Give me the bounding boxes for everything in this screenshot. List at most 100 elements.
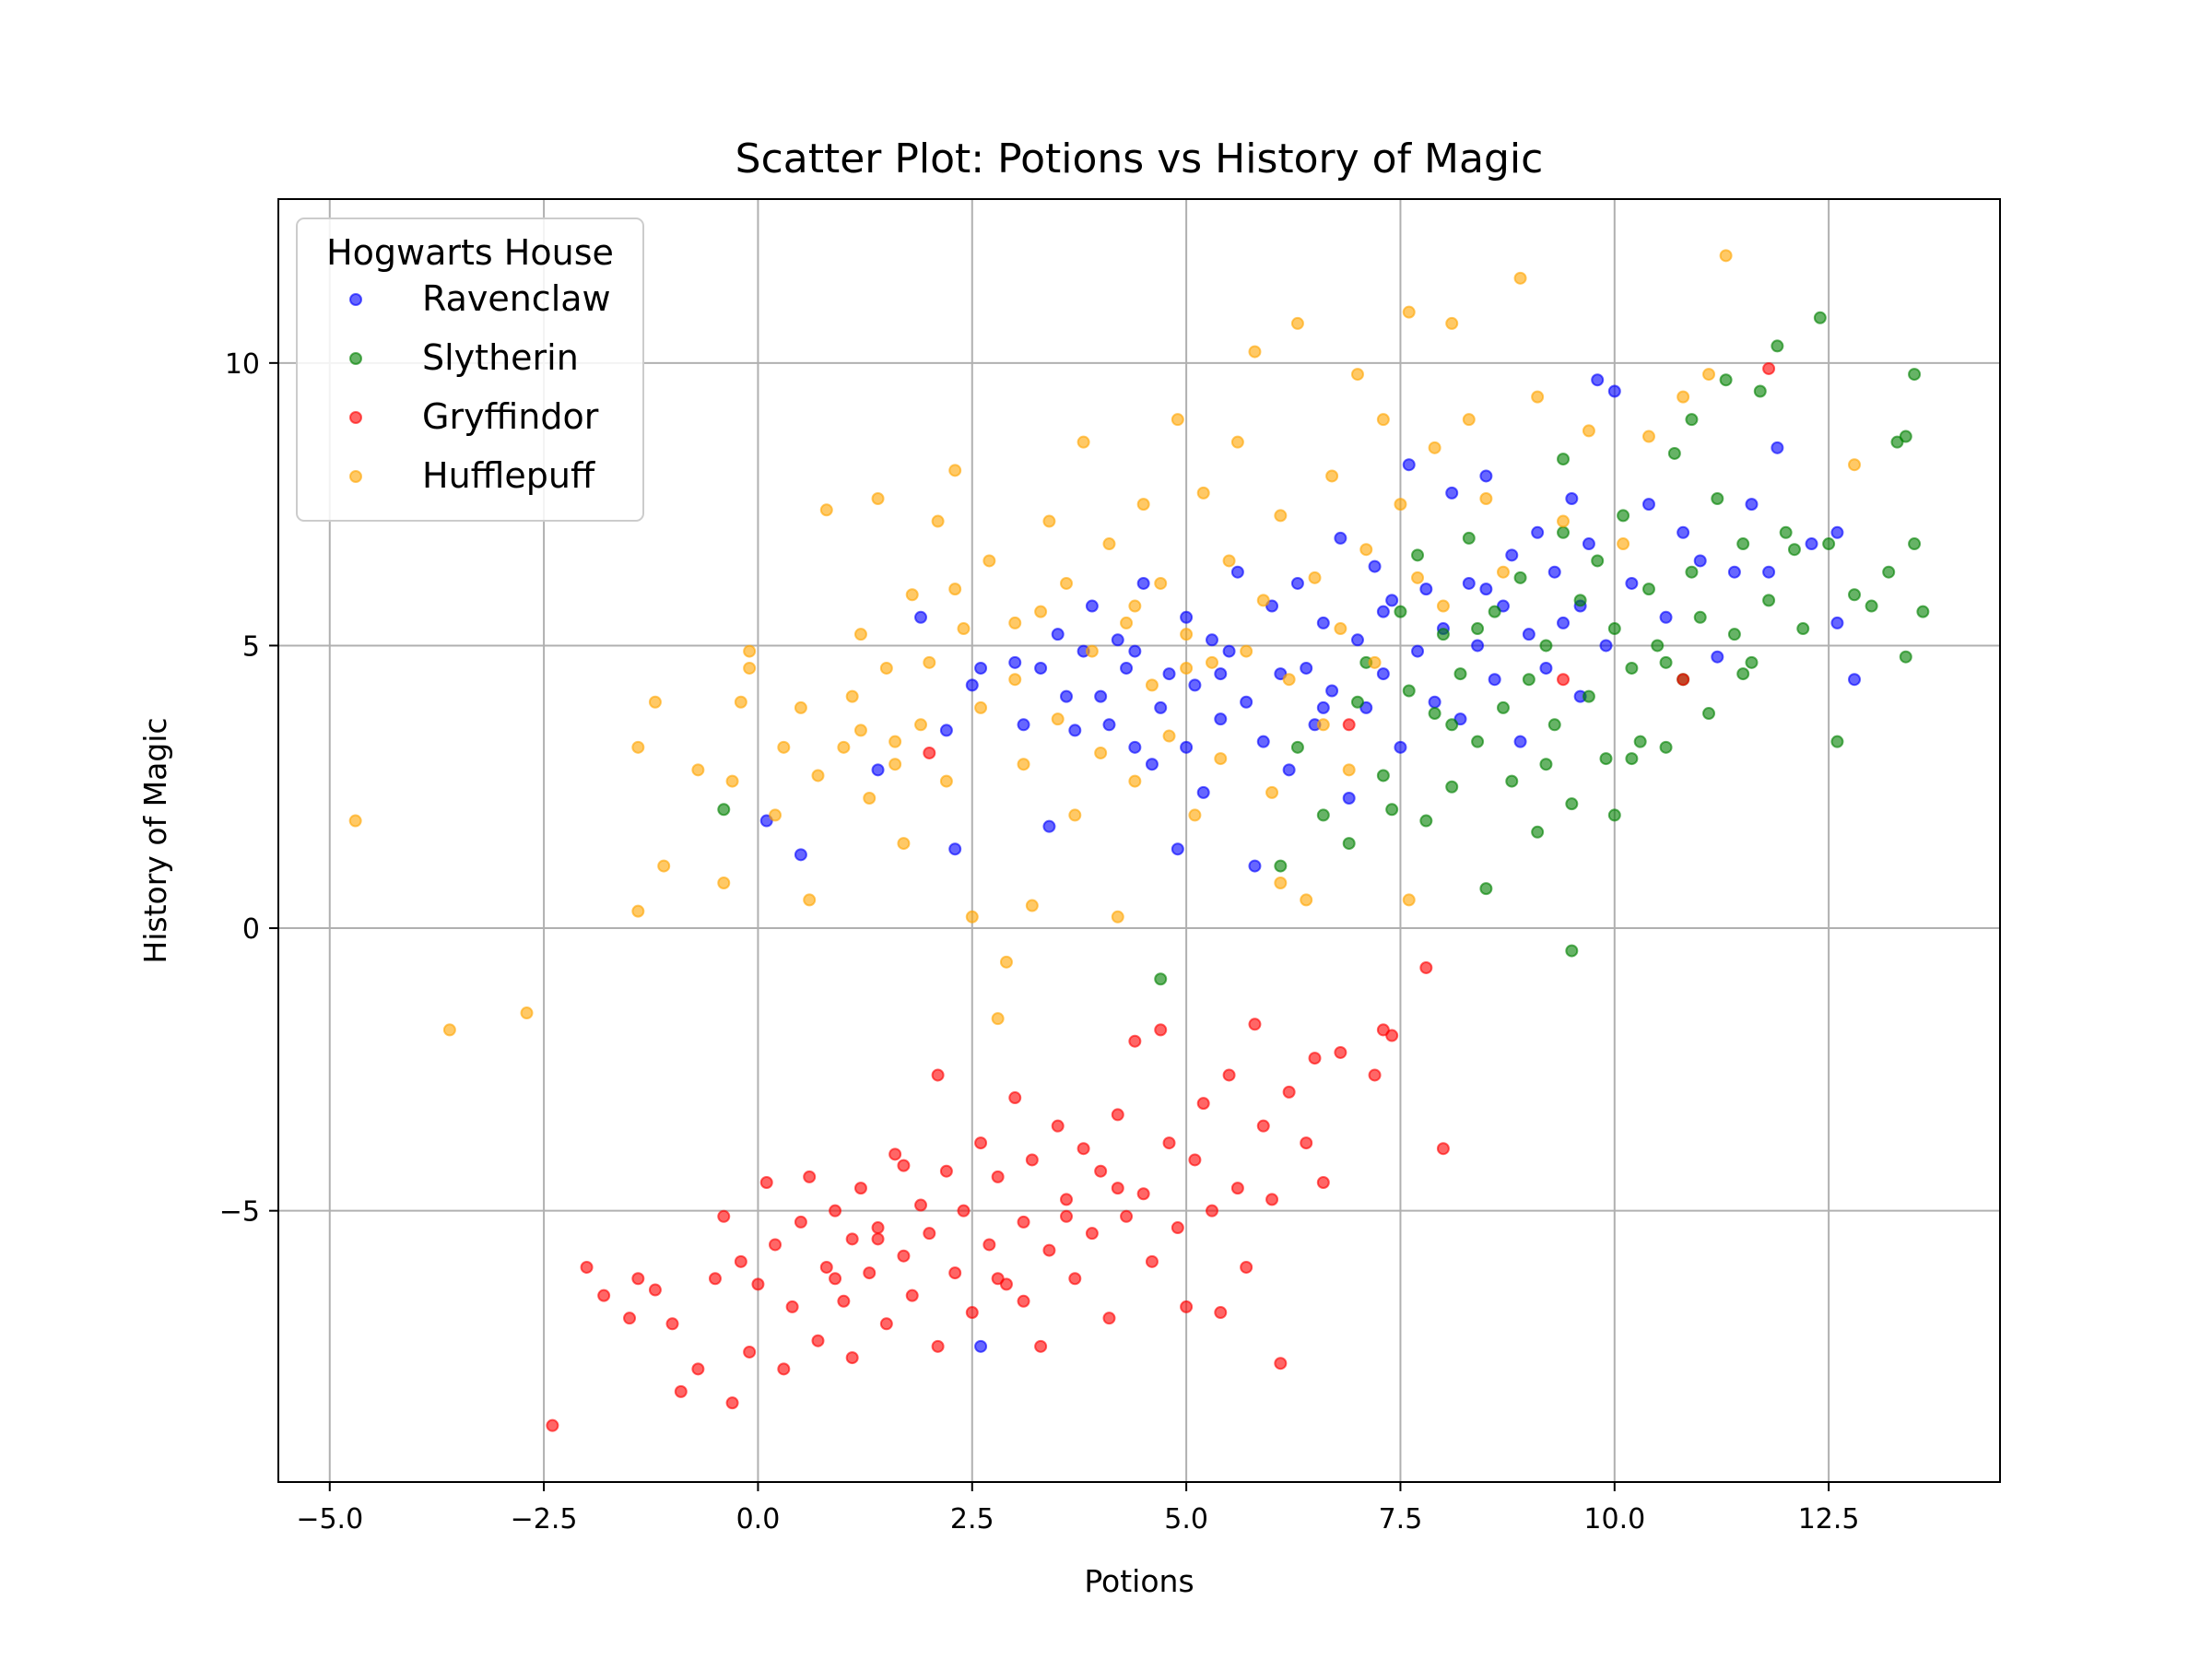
slytherin-point <box>1659 740 1673 754</box>
slytherin-point <box>1599 752 1613 766</box>
slytherin-point <box>1865 599 1878 613</box>
gryffindor-point <box>888 1147 902 1161</box>
ravenclaw-point <box>965 678 979 692</box>
gryffindor-point <box>1677 673 1690 687</box>
hufflepuff-point <box>348 814 362 828</box>
legend: Hogwarts House Ravenclaw Slytherin Gryffin… <box>296 218 644 522</box>
ravenclaw-point <box>1214 667 1228 681</box>
slytherin-point <box>1394 605 1407 618</box>
gryffindor-point <box>1111 1108 1124 1122</box>
hufflepuff-point <box>1180 628 1194 641</box>
hufflepuff-point <box>1162 729 1176 743</box>
hufflepuff-point <box>1051 712 1065 726</box>
slytherin-point <box>1445 780 1459 794</box>
ravenclaw-point <box>1350 633 1364 647</box>
gryffindor-point <box>725 1396 739 1410</box>
ravenclaw-point <box>939 724 953 737</box>
gryffindor-point <box>751 1277 765 1291</box>
hufflepuff-point <box>1411 571 1425 584</box>
ravenclaw-point <box>1290 576 1304 590</box>
slytherin-point <box>1617 509 1630 523</box>
hufflepuff-point <box>803 893 817 907</box>
hufflepuff-point <box>1479 492 1493 506</box>
hufflepuff-point <box>923 655 936 669</box>
slytherin-point <box>1822 537 1836 551</box>
gryffindor-point <box>1154 1023 1168 1037</box>
ravenclaw-point <box>1205 633 1218 647</box>
ravenclaw-point <box>1248 859 1262 873</box>
ravenclaw-point <box>1034 661 1048 675</box>
slytherin-point <box>1513 571 1527 584</box>
gryffindor-point <box>1060 1209 1074 1223</box>
gryffindor-point <box>803 1170 817 1183</box>
ravenclaw-point <box>1111 633 1124 647</box>
gryffindor-point <box>1145 1254 1159 1268</box>
hufflepuff-point <box>1205 655 1218 669</box>
ravenclaw-point <box>1419 582 1433 596</box>
hufflepuff-point <box>1085 644 1099 658</box>
y-tick-label: −5 <box>219 1196 260 1229</box>
gryffindor-point <box>1111 1182 1124 1195</box>
ravenclaw-point <box>1693 554 1707 568</box>
hufflepuff-point <box>999 955 1013 969</box>
ravenclaw-point <box>1376 605 1390 618</box>
ravenclaw-point <box>1428 695 1441 709</box>
ravenclaw-point <box>1325 684 1339 698</box>
slytherin-point <box>1736 667 1750 681</box>
slytherin-point <box>1702 707 1716 721</box>
slytherin-point <box>1342 837 1356 851</box>
ravenclaw-point <box>974 661 988 675</box>
gryffindor-point <box>1042 1243 1056 1257</box>
ravenclaw-point <box>1316 700 1330 714</box>
chart-title: Scatter Plot: Potions vs History of Magi… <box>735 135 1544 182</box>
hufflepuff-point <box>1445 316 1459 330</box>
ravenclaw-point <box>1471 639 1485 653</box>
ravenclaw-point <box>1591 373 1605 387</box>
slytherin-point <box>1908 368 1922 382</box>
hufflepuff-point <box>794 700 807 714</box>
ravenclaw-point <box>1342 792 1356 806</box>
gryffindor-point <box>853 1182 867 1195</box>
axis-ticks: −5.0 −2.5 0.0 2.5 5.0 7.5 10.0 12.5 −5 0 5 10 <box>219 348 1860 1535</box>
gryffindor-point <box>991 1170 1005 1183</box>
gryffindor-point <box>1300 1136 1313 1150</box>
slytherin-point <box>1505 774 1519 788</box>
ravenclaw-point <box>1607 384 1621 398</box>
hufflepuff-point <box>1111 910 1124 924</box>
slytherin-point <box>1471 735 1485 748</box>
hufflepuff-point <box>863 792 877 806</box>
gryffindor-point <box>914 1198 928 1212</box>
hufflepuff-point <box>1436 599 1450 613</box>
grid-lines <box>278 199 2000 1482</box>
gryffindor-point <box>923 1227 936 1241</box>
hufflepuff-point <box>948 464 962 477</box>
hufflepuff-point <box>442 1023 456 1037</box>
slytherin-point <box>1667 446 1681 460</box>
slytherin-point <box>1376 769 1390 782</box>
hufflepuff-point <box>1230 435 1244 449</box>
ravenclaw-point <box>1017 718 1030 732</box>
slytherin-point <box>1787 543 1801 557</box>
gryffindor-point <box>939 1164 953 1178</box>
hufflepuff-point <box>914 718 928 732</box>
ravenclaw-point <box>1385 594 1399 607</box>
slytherin-point <box>1453 667 1467 681</box>
slytherin-point <box>1557 453 1571 466</box>
gryffindor-point <box>1060 1193 1074 1206</box>
gryffindor-point <box>785 1300 799 1313</box>
gryffindor-point <box>1068 1272 1082 1286</box>
ravenclaw-point <box>1582 537 1595 551</box>
gryffindor-point <box>974 1136 988 1150</box>
ravenclaw-point <box>1376 667 1390 681</box>
hufflepuff-point <box>1402 305 1416 319</box>
slytherin-point <box>1539 639 1553 653</box>
gryffindor-point <box>1368 1068 1382 1082</box>
ravenclaw-point <box>1145 758 1159 771</box>
hufflepuff-point <box>939 774 953 788</box>
hufflepuff-point <box>1282 673 1296 687</box>
hufflepuff-point <box>734 695 747 709</box>
ravenclaw-point <box>1771 441 1784 454</box>
hufflepuff-point <box>1316 718 1330 732</box>
hufflepuff-point <box>837 740 851 754</box>
ravenclaw-point <box>1394 740 1407 754</box>
